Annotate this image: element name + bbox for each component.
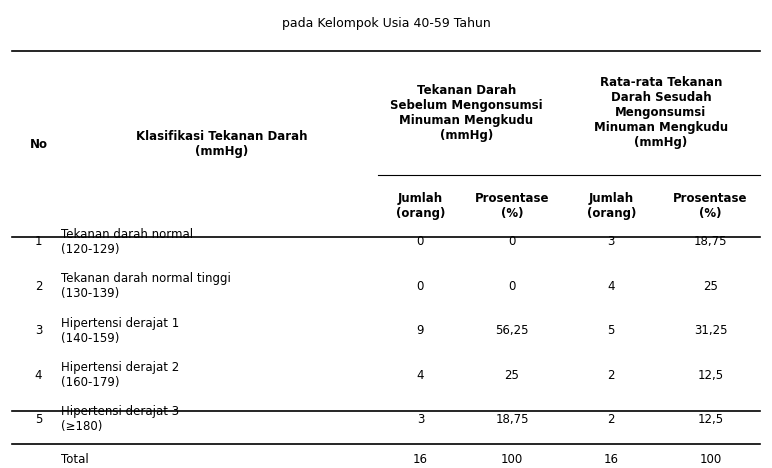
Text: 25: 25 [703,280,718,292]
Text: 100: 100 [501,453,523,466]
Text: Rata-rata Tekanan
Darah Sesudah
Mengonsumsi
Minuman Mengkudu
(mmHg): Rata-rata Tekanan Darah Sesudah Mengonsu… [594,76,728,149]
Text: 31,25: 31,25 [694,324,727,337]
Text: 0: 0 [417,235,424,249]
Text: 5: 5 [608,324,615,337]
Text: 1: 1 [35,235,42,249]
Text: 4: 4 [35,368,42,381]
Text: Klasifikasi Tekanan Darah
(mmHg): Klasifikasi Tekanan Darah (mmHg) [136,130,307,158]
Text: Tekanan darah normal tinggi
(130-139): Tekanan darah normal tinggi (130-139) [62,272,232,300]
Text: Prosentase
(%): Prosentase (%) [673,192,748,220]
Text: Total: Total [62,453,90,466]
Text: Hipertensi derajat 3
(≥180): Hipertensi derajat 3 (≥180) [62,405,180,433]
Text: 12,5: 12,5 [697,368,723,381]
Text: Jumlah
(orang): Jumlah (orang) [396,192,445,220]
Text: Prosentase
(%): Prosentase (%) [475,192,549,220]
Text: 3: 3 [417,413,424,426]
Text: 100: 100 [699,453,722,466]
Text: Jumlah
(orang): Jumlah (orang) [587,192,636,220]
Text: 16: 16 [413,453,428,466]
Text: 2: 2 [35,280,42,292]
Text: 2: 2 [608,368,615,381]
Text: 4: 4 [608,280,615,292]
Text: 18,75: 18,75 [694,235,727,249]
Text: 18,75: 18,75 [496,413,529,426]
Text: Hipertensi derajat 1
(140-159): Hipertensi derajat 1 (140-159) [62,317,180,344]
Text: No: No [29,138,48,151]
Text: 2: 2 [608,413,615,426]
Text: 9: 9 [417,324,424,337]
Text: 0: 0 [417,280,424,292]
Text: pada Kelompok Usia 40-59 Tahun: pada Kelompok Usia 40-59 Tahun [282,17,490,30]
Text: 12,5: 12,5 [697,413,723,426]
Text: 0: 0 [508,280,516,292]
Text: Hipertensi derajat 2
(160-179): Hipertensi derajat 2 (160-179) [62,361,180,389]
Text: 3: 3 [608,235,615,249]
Text: 16: 16 [604,453,619,466]
Text: 56,25: 56,25 [496,324,529,337]
Text: 0: 0 [508,235,516,249]
Text: 5: 5 [35,413,42,426]
Text: Tekanan darah normal
(120-129): Tekanan darah normal (120-129) [62,228,194,256]
Text: 4: 4 [417,368,424,381]
Text: 25: 25 [505,368,520,381]
Text: 3: 3 [35,324,42,337]
Text: Tekanan Darah
Sebelum Mengonsumsi
Minuman Mengkudu
(mmHg): Tekanan Darah Sebelum Mengonsumsi Minuma… [390,84,543,142]
